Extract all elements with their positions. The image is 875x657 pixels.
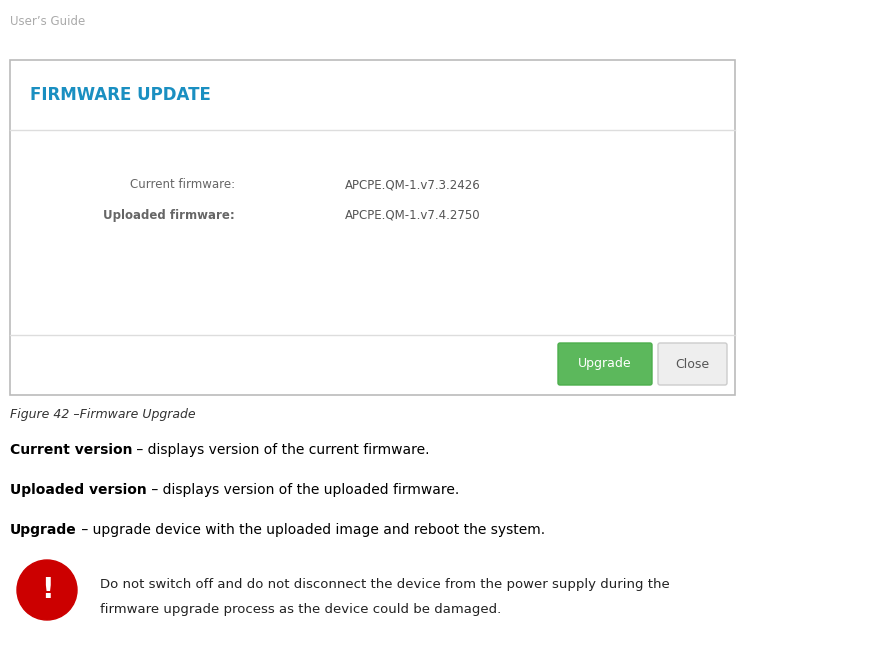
- Text: APCPE.QM-1.v7.3.2426: APCPE.QM-1.v7.3.2426: [345, 179, 480, 191]
- Text: – upgrade device with the uploaded image and reboot the system.: – upgrade device with the uploaded image…: [77, 523, 545, 537]
- Text: – displays version of the current firmware.: – displays version of the current firmwa…: [132, 443, 430, 457]
- Text: Uploaded firmware:: Uploaded firmware:: [103, 208, 235, 221]
- FancyBboxPatch shape: [10, 60, 735, 395]
- Text: FIRMWARE UPDATE: FIRMWARE UPDATE: [30, 86, 211, 104]
- Text: Close: Close: [676, 357, 710, 371]
- Text: firmware upgrade process as the device could be damaged.: firmware upgrade process as the device c…: [100, 603, 501, 616]
- Text: Figure 42 –Firmware Upgrade: Figure 42 –Firmware Upgrade: [10, 408, 196, 421]
- Text: !: !: [41, 576, 53, 604]
- Text: Do not switch off and do not disconnect the device from the power supply during : Do not switch off and do not disconnect …: [100, 578, 669, 591]
- Text: Current firmware:: Current firmware:: [130, 179, 235, 191]
- Text: Current version: Current version: [10, 443, 132, 457]
- Text: Uploaded version: Uploaded version: [10, 483, 147, 497]
- Text: APCPE.QM-1.v7.4.2750: APCPE.QM-1.v7.4.2750: [345, 208, 480, 221]
- Text: – displays version of the uploaded firmware.: – displays version of the uploaded firmw…: [147, 483, 459, 497]
- Text: Upgrade: Upgrade: [578, 357, 632, 371]
- FancyBboxPatch shape: [658, 343, 727, 385]
- Circle shape: [17, 560, 77, 620]
- FancyBboxPatch shape: [558, 343, 652, 385]
- Text: Upgrade: Upgrade: [10, 523, 77, 537]
- Text: User’s Guide: User’s Guide: [10, 15, 85, 28]
